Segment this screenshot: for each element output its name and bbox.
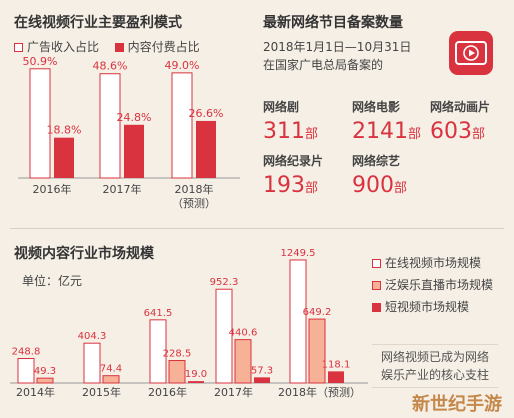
market-bar-short: [254, 377, 270, 383]
market-bar-short: [188, 381, 204, 383]
profit-data-label: 48.6%: [93, 60, 128, 73]
market-category-label: 2016年: [148, 385, 187, 399]
profit-bar-ad: [99, 73, 121, 179]
record-value: 900部: [352, 173, 408, 198]
market-data-label: 440.6: [229, 328, 258, 339]
market-data-label: 19.0: [185, 369, 207, 380]
profit-bar-paid: [54, 137, 74, 178]
market-data-label: 74.4: [100, 364, 122, 375]
market-bar-live: [102, 375, 120, 384]
profit-chart: 50.9% 18.8% 2016年 48.6% 24.8% 2017年 49.0% 26.6%…: [18, 55, 240, 210]
profit-category-label: （预测）: [172, 197, 216, 210]
market-data-label: 228.5: [163, 349, 192, 360]
record-label: 网络动画片: [430, 100, 491, 114]
record-item: 网络电影 2141部: [352, 98, 421, 144]
market-data-label: 57.3: [251, 365, 273, 376]
market-legend: 在线视频市场规模 泛娱乐直播市场规模 短视频市场规模: [372, 252, 493, 318]
profit-category-label: 2017年: [103, 182, 142, 196]
watermark: 新世纪手游: [412, 394, 502, 415]
legend-label-ad: 广告收入占比: [27, 40, 100, 54]
records-subtitle-line-1: 2018年1月1日—10月31日: [263, 40, 412, 54]
legend-item-live: 泛娱乐直播市场规模: [372, 274, 493, 296]
record-value: 603部: [430, 119, 486, 144]
market-data-label: 1249.5: [281, 248, 316, 259]
record-item: 网络纪录片 193部: [263, 152, 323, 198]
profit-bar-paid: [196, 120, 216, 178]
profit-data-label: 18.8%: [47, 124, 82, 137]
legend-label-paid: 内容付费占比: [127, 40, 200, 54]
market-bar-online: [83, 342, 101, 384]
profit-category-label: 2018年: [175, 182, 214, 196]
market-chart-title: 视频内容行业市场规模: [14, 246, 154, 262]
record-item: 网络剧 311部: [263, 98, 318, 144]
records-subtitle-line-2: 在国家广电总局备案的: [263, 58, 384, 72]
record-value: 2141部: [352, 119, 422, 144]
market-bar-online: [289, 259, 307, 384]
market-bar-live: [308, 318, 326, 384]
market-data-label: 248.8: [12, 347, 41, 358]
market-bar-online: [149, 319, 167, 384]
market-bar-live: [168, 360, 186, 384]
market-note: 网络视频已成为网络 娱乐产业的核心支柱: [372, 344, 498, 388]
market-data-label: 649.2: [303, 307, 332, 318]
market-chart: 248.8 49.3 2014年 404.3 74.4 2015年 641.5 228.5 19…: [10, 248, 368, 399]
market-data-label: 49.3: [34, 366, 56, 377]
video-play-icon: [448, 30, 494, 76]
profit-bar-paid: [124, 124, 144, 178]
profit-data-label: 24.8%: [117, 111, 152, 124]
record-value: 193部: [263, 173, 319, 198]
market-category-label: 2014年: [16, 385, 55, 399]
section-divider: [10, 228, 504, 229]
market-category-label: 2017年: [214, 385, 253, 399]
records-title: 最新网络节目备案数量: [263, 15, 403, 31]
profit-bar-ad: [29, 68, 51, 179]
record-label: 网络电影: [352, 100, 401, 114]
profit-data-label: 26.6%: [189, 107, 224, 120]
record-value: 311部: [263, 119, 319, 144]
profit-data-label: 49.0%: [165, 59, 200, 72]
profit-category-label: 2016年: [33, 182, 72, 196]
market-note-line-1: 网络视频已成为网络: [380, 350, 489, 364]
record-label: 网络综艺: [352, 154, 401, 168]
market-data-label: 118.1: [322, 359, 351, 370]
profit-chart-title: 在线视频行业主要盈利模式: [14, 15, 182, 31]
legend-swatch-ad: [14, 43, 23, 52]
market-bar-live: [234, 339, 252, 384]
market-data-label: 952.3: [210, 277, 239, 288]
market-data-label: 641.5: [144, 308, 173, 319]
market-category-label: 2018年（预测）: [278, 385, 361, 399]
record-item: 网络动画片 603部: [430, 98, 490, 144]
legend-swatch-paid: [114, 43, 124, 52]
market-bar-short: [328, 371, 344, 383]
legend-item-short: 短视频市场规模: [372, 296, 493, 318]
market-unit-label: 单位：亿元: [22, 274, 83, 288]
market-category-label: 2015年: [82, 385, 121, 399]
market-bar-online: [17, 358, 35, 384]
record-item: 网络综艺 900部: [352, 152, 407, 198]
legend-item-online: 在线视频市场规模: [372, 252, 493, 274]
market-data-label: 404.3: [78, 331, 107, 342]
market-bar-live: [36, 377, 54, 384]
record-label: 网络剧: [263, 100, 300, 114]
market-bar-online: [215, 288, 233, 384]
profit-bar-ad: [171, 72, 193, 179]
profit-legend: 广告收入占比 内容付费占比: [14, 38, 200, 55]
market-note-line-2: 娱乐产业的核心支柱: [380, 368, 489, 382]
profit-data-label: 50.9%: [23, 55, 58, 68]
record-label: 网络纪录片: [263, 154, 324, 168]
